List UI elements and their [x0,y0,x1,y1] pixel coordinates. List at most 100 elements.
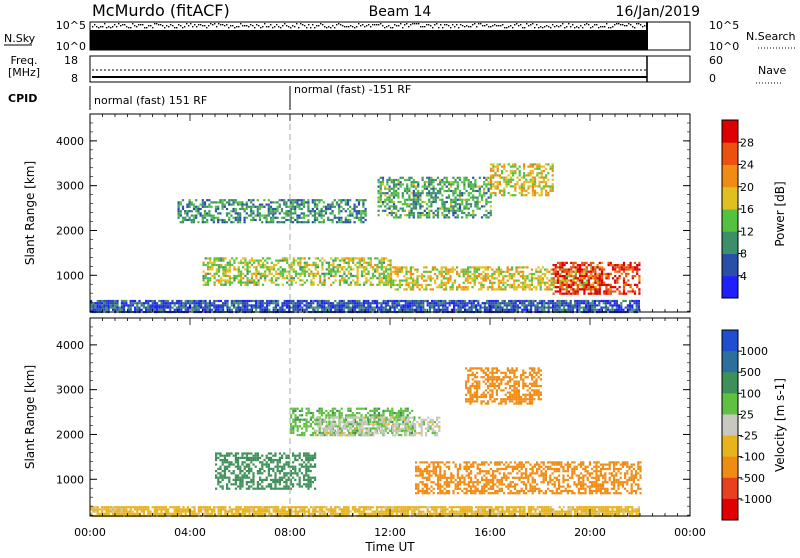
power-cell [231,302,233,304]
power-cell [463,205,465,207]
power-cell [413,179,415,181]
power-cell [601,273,603,275]
power-cell [249,279,251,281]
power-cell [376,266,378,268]
power-cell [193,219,195,221]
noise-dot [600,26,601,27]
power-cell [428,181,430,183]
power-cell [522,282,524,284]
power-cell [457,199,459,201]
power-cell [365,266,367,268]
power-cell [527,185,529,187]
power-cell [566,271,568,273]
velocity-cell [163,513,165,515]
power-cell [478,282,480,284]
power-cell [304,257,306,259]
power-cell [393,179,395,181]
power-cell [554,309,556,311]
power-cell [552,170,554,172]
power-cell [488,197,490,199]
power-cell [390,280,392,282]
power-cell [456,273,458,275]
power-cell [216,257,218,259]
power-cell [590,271,592,273]
power-cell [631,300,633,302]
power-cell [472,212,474,214]
power-cell [521,192,523,194]
power-cell [222,309,224,311]
power-cell [258,260,260,262]
velocity-cell [121,511,123,513]
power-cell [260,260,262,262]
power-cell [253,282,255,284]
power-cell [410,269,412,271]
power-cell [517,304,519,306]
power-cell [564,262,566,264]
power-cell [597,277,599,279]
power-cell [394,304,396,306]
power-cell [398,300,400,302]
power-cell [381,282,383,284]
power-cell [522,284,524,286]
power-cell [315,275,317,277]
power-cell [273,266,275,268]
power-cell [224,204,226,206]
power-cell [638,277,640,279]
power-cell [466,190,468,192]
noise-dot [200,24,201,25]
power-cell [511,273,513,275]
power-cell [235,210,237,212]
power-cell [399,269,401,271]
power-cell [498,275,500,277]
power-cell [218,300,220,302]
power-cell [286,257,288,259]
noise-dot [112,26,113,27]
power-cell [433,309,435,311]
power-cell [365,215,367,217]
freq-panel: Freq. [MHz] 18 8 60 0 Nave [8,54,787,85]
power-cell [408,286,410,288]
power-cell [313,277,315,279]
power-cell [380,186,382,188]
power-cell [493,282,495,284]
power-cell [110,300,112,302]
power-cell [293,271,295,273]
noise-dot [512,27,513,28]
power-cell [303,217,305,219]
power-cell [103,302,105,304]
power-cell [599,266,601,268]
power-cell [273,275,275,277]
power-cell [420,302,422,304]
power-cell [393,201,395,203]
velocity-cell [257,513,259,515]
power-cell [425,280,427,282]
power-cell [452,282,454,284]
power-cell [463,177,465,179]
power-cell [608,284,610,286]
power-cell [603,307,605,309]
power-cell [101,300,103,302]
power-cell [316,199,318,201]
power-cell [474,201,476,203]
noise-dot [248,26,249,27]
power-ylabel: Slant Range [km] [23,161,37,265]
power-cell [266,300,268,302]
noise-dot [270,24,271,25]
power-cell [237,300,239,302]
velocity-cell [158,513,160,515]
power-cell [250,199,252,201]
power-cell [605,286,607,288]
power-cell [356,212,358,214]
power-cell [435,201,437,203]
power-cell [632,268,634,270]
power-cell [437,208,439,210]
power-cell [501,302,503,304]
noise-dot [92,26,93,27]
velocity-cell [237,513,239,515]
power-cell [450,205,452,207]
power-cell [434,266,436,268]
power-cell [222,260,224,262]
power-cell [438,284,440,286]
power-cell [442,302,444,304]
power-cell [114,304,116,306]
